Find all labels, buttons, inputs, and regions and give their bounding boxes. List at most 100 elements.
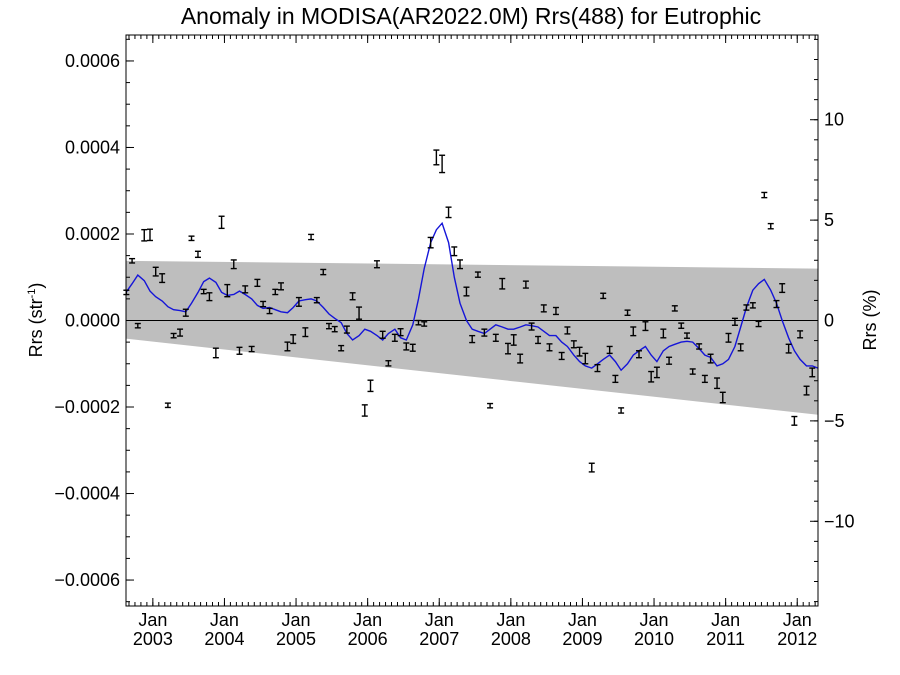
error-bar-point	[290, 334, 297, 345]
y-axis-label-superscript: -1	[26, 289, 38, 299]
error-bar-point	[206, 292, 213, 302]
error-bar-point	[343, 325, 350, 334]
error-bar-point	[325, 322, 332, 330]
error-bar-point	[182, 308, 189, 317]
error-bar-point	[308, 233, 315, 241]
x-tick-month-label: Jan	[783, 610, 812, 630]
error-bar-point	[152, 266, 159, 277]
error-bar-point	[499, 277, 506, 290]
error-bar-point	[570, 340, 577, 349]
x-tick-year-label: 2004	[204, 629, 244, 649]
error-bar-point	[594, 363, 601, 373]
error-bar-point	[194, 250, 201, 259]
x-axis: Jan2003Jan2004Jan2005Jan2006Jan2007Jan20…	[128, 35, 817, 649]
error-bar-point	[212, 347, 219, 359]
error-bar-point	[338, 344, 345, 352]
x-tick-month-label: Jan	[640, 610, 669, 630]
error-bar-point	[791, 415, 798, 426]
error-bar-point	[457, 259, 464, 270]
error-bar-point	[755, 320, 762, 328]
error-bar-point	[588, 462, 595, 473]
error-bar-point	[320, 268, 327, 276]
y2-tick-label: 10	[824, 110, 844, 130]
error-bar-point	[660, 328, 667, 339]
error-bar-point	[284, 341, 291, 352]
y2-axis-label: Rrs (%)	[860, 290, 880, 351]
error-bar-point	[302, 327, 309, 338]
error-bar-point	[564, 326, 571, 335]
error-bar-point	[469, 334, 476, 344]
error-bar-point	[797, 330, 804, 339]
y-axis-label-close: )	[26, 283, 46, 289]
error-bar-point	[331, 325, 338, 333]
error-bar-point	[683, 332, 690, 339]
y-tick-label: −0.0004	[54, 484, 120, 504]
error-bar-point	[177, 328, 184, 337]
error-bar-point	[445, 206, 452, 219]
left-y-axis: 0.0006 0.0004 0.0002 0.0000 −0.0002 −0.0004 −0…	[54, 38, 134, 603]
error-bar-point	[236, 346, 243, 355]
error-bar-point	[421, 321, 428, 327]
error-bar-point	[379, 330, 386, 339]
error-bar-point	[170, 332, 177, 339]
error-bar-point	[785, 343, 792, 354]
error-bar-point	[188, 235, 195, 242]
error-bar-point	[725, 332, 732, 343]
error-bar-point	[134, 322, 141, 329]
error-bar-point	[761, 191, 768, 199]
error-bar-point	[260, 300, 267, 308]
error-bar-point	[313, 296, 320, 304]
error-bar-point	[582, 352, 589, 365]
error-bar-point	[146, 228, 153, 242]
smoothed-line	[125, 221, 819, 372]
error-bar-point	[474, 271, 481, 278]
error-bar-point	[159, 273, 166, 284]
x-tick-month-label: Jan	[282, 610, 311, 630]
x-tick-month-label: Jan	[210, 610, 239, 630]
error-bar-point	[254, 278, 261, 288]
error-bar-point	[242, 285, 249, 294]
error-bar-point	[504, 342, 511, 355]
error-bar-point	[719, 391, 726, 404]
error-bar-point	[678, 322, 685, 329]
error-bar-point	[606, 345, 613, 355]
x-tick-year-label: 2006	[348, 629, 388, 649]
x-tick-year-label: 2010	[634, 629, 674, 649]
x-tick-month-label: Jan	[353, 610, 382, 630]
error-bar-point	[218, 215, 225, 230]
error-bar-point	[648, 370, 655, 383]
y-tick-label: 0.0000	[65, 311, 120, 331]
error-bar-point	[439, 154, 446, 174]
error-bar-point	[517, 353, 524, 364]
y2-tick-label: 0	[824, 311, 834, 331]
x-tick-month-label: Jan	[568, 610, 597, 630]
y-tick-label: −0.0006	[54, 570, 120, 590]
error-bar-point	[714, 377, 721, 390]
error-bar-point	[367, 379, 374, 393]
error-bar-point	[696, 343, 703, 350]
error-bar-point	[295, 296, 302, 307]
error-bar-point	[731, 317, 738, 326]
x-tick-month-label: Jan	[425, 610, 454, 630]
error-bar-point	[433, 149, 440, 166]
y2-tick-label: 5	[824, 210, 834, 230]
error-bar-point	[809, 367, 816, 378]
error-bar-point	[200, 288, 207, 295]
error-bar-point	[481, 328, 488, 337]
y-tick-label: −0.0002	[54, 397, 120, 417]
error-bar-point	[248, 345, 255, 353]
error-bar-point	[558, 351, 565, 361]
error-bar-point	[630, 326, 637, 337]
error-bar-point	[540, 304, 547, 313]
error-bar-point	[749, 302, 756, 309]
error-bar-point	[391, 333, 398, 342]
error-bar-point	[385, 360, 392, 367]
error-bar-point	[463, 286, 470, 297]
chart-title: Anomaly in MODISA(AR2022.0M) Rrs(488) fo…	[181, 3, 761, 29]
error-bar-point	[701, 374, 708, 384]
error-bar-point	[666, 356, 673, 365]
x-tick-year-label: 2008	[491, 629, 531, 649]
x-tick-month-label: Jan	[496, 610, 525, 630]
error-bar-point	[510, 334, 517, 346]
